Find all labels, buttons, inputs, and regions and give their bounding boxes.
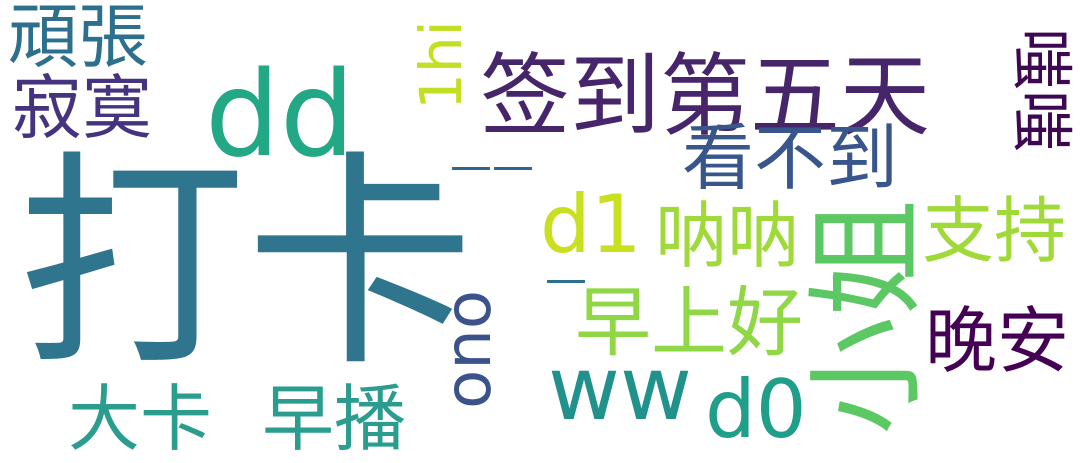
word-1hi: 1hi — [407, 20, 475, 110]
word-ouo: ouo — [439, 290, 513, 409]
word-d0: d0 — [705, 363, 807, 456]
word-chichi: 嗤嗤 — [1005, 28, 1078, 153]
word-dash-short: — — [545, 254, 587, 303]
word-zhichi: 支持 — [922, 189, 1067, 273]
word-d1: d1 — [540, 178, 642, 271]
word-ganbare: 頑張 — [8, 0, 148, 78]
word-kanbudao: 看不到 — [682, 116, 899, 200]
word-nana: 呐呐 — [655, 194, 800, 278]
word-xiaojie: 小姐 — [798, 198, 936, 435]
word-wanan: 晚安 — [925, 299, 1070, 383]
word-zaoshanghao: 早上好 — [575, 278, 803, 367]
word-dash-long: —— — [450, 141, 534, 190]
word-ww: ww — [548, 337, 692, 440]
word-daka-small: 大卡 — [68, 377, 213, 461]
word-dd: dd — [205, 45, 355, 183]
word-daka: 打卡 — [18, 131, 474, 397]
word-qiandao: 签到第五天 — [480, 44, 930, 149]
word-zaobo: 早播 — [262, 377, 407, 461]
word-jimo: 寂寞 — [12, 67, 152, 149]
